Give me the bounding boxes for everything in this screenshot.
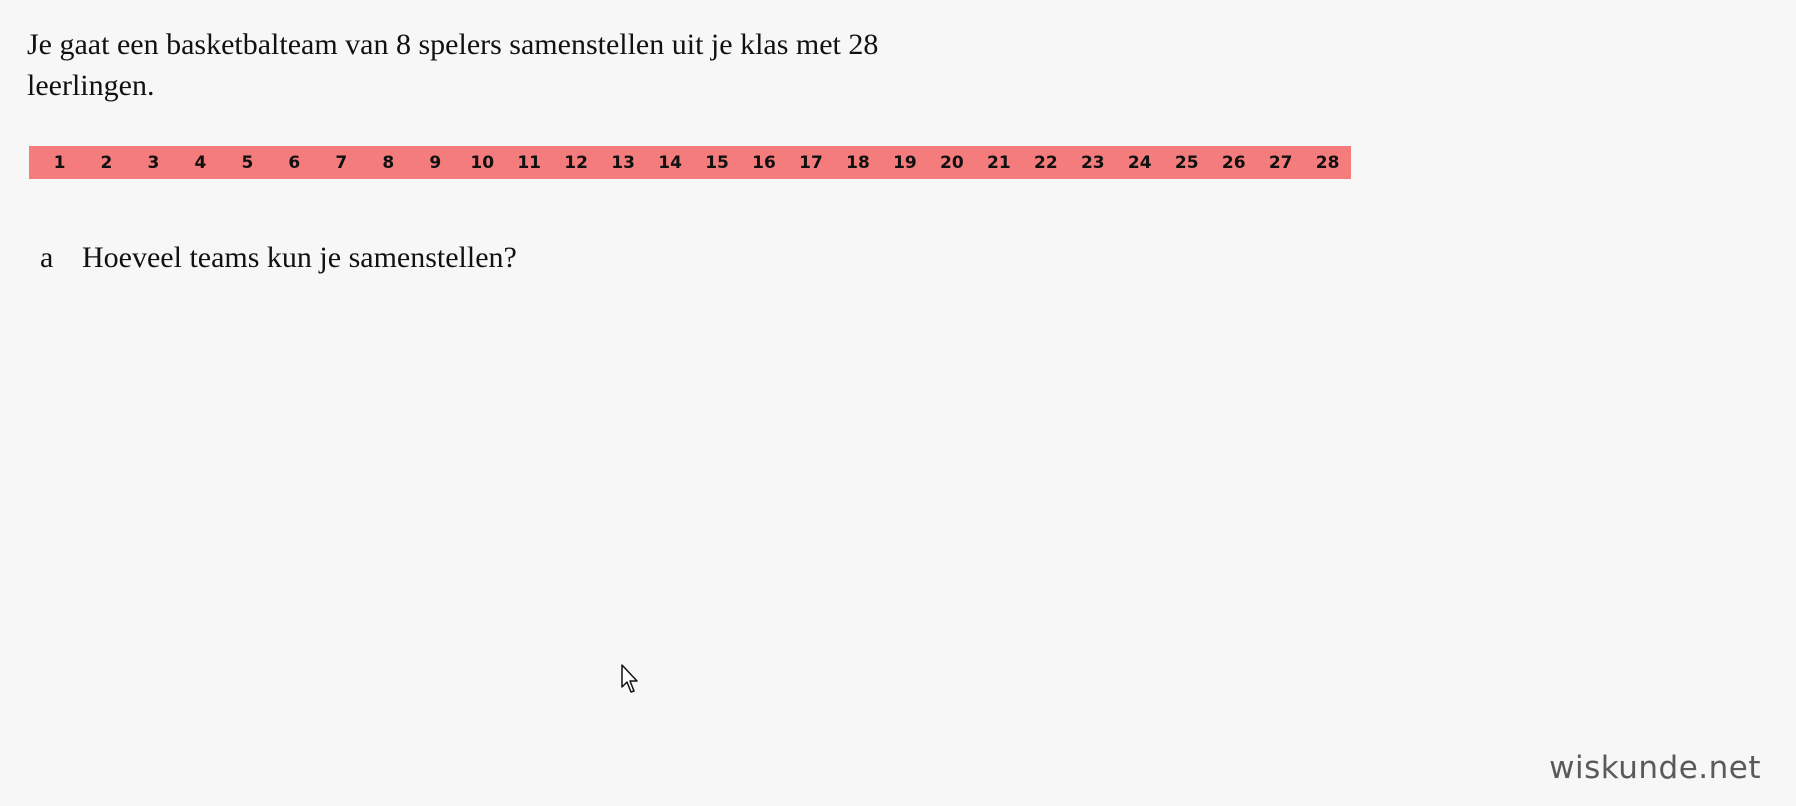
- student-number: 27: [1268, 152, 1293, 173]
- student-number: 23: [1080, 152, 1105, 173]
- student-number: 22: [1033, 152, 1058, 173]
- student-number: 12: [564, 152, 588, 173]
- question-letter: a: [40, 241, 54, 274]
- student-number: 7: [335, 152, 348, 173]
- intro-line-1: Je gaat een basketbalteam van 8 spelers …: [27, 28, 879, 61]
- student-number: 24: [1127, 152, 1152, 173]
- student-number-strip: 1 2 3 4 5 6 7 8 9 10 11 12 13 14 15 16 17 18 19 20 21 22 23 24 2…: [29, 146, 1351, 179]
- student-number: 8: [382, 152, 395, 173]
- intro-text: Je gaat een basketbalteam van 8 spelers …: [27, 24, 1067, 106]
- student-number: 19: [893, 152, 917, 173]
- watermark-logo: wiskunde.net: [1549, 750, 1761, 786]
- student-number: 5: [241, 152, 254, 173]
- intro-line-2: leerlingen.: [27, 69, 155, 102]
- question-a: a Hoeveel teams kun je samenstellen?: [40, 238, 517, 278]
- student-number: 6: [288, 152, 301, 173]
- student-number: 2: [100, 152, 113, 173]
- student-number: 26: [1221, 152, 1246, 173]
- student-number: 25: [1174, 152, 1199, 173]
- student-number: 21: [987, 152, 1011, 173]
- student-number: 4: [194, 152, 207, 173]
- mouse-pointer-icon: [621, 664, 638, 693]
- student-number: 28: [1315, 152, 1340, 173]
- question-text: Hoeveel teams kun je samenstellen?: [82, 241, 517, 274]
- student-number: 13: [611, 152, 635, 173]
- student-number: 1: [53, 152, 66, 173]
- student-number: 16: [752, 152, 776, 173]
- student-number: 17: [799, 152, 823, 173]
- student-number: 3: [147, 152, 160, 173]
- student-number: 20: [940, 152, 964, 173]
- student-number: 18: [846, 152, 870, 173]
- student-number: 15: [705, 152, 729, 173]
- student-number: 14: [658, 152, 682, 173]
- student-number: 9: [429, 152, 442, 173]
- student-number: 10: [470, 152, 495, 173]
- student-number: 11: [517, 152, 541, 173]
